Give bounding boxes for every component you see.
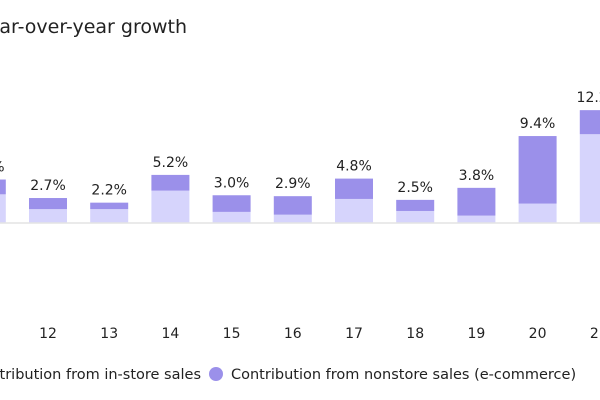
bar-segment-nonstore [29, 198, 67, 210]
bar-segment-nonstore [457, 187, 496, 216]
x-tick-label: 16 [284, 326, 302, 342]
legend: Contribution from in-store sales Contrib… [0, 367, 576, 383]
legend-label-in-store: Contribution from in-store sales [0, 367, 201, 383]
bar-segment-nonstore [518, 136, 557, 204]
data-label: 3.0% [214, 175, 250, 191]
x-tick-label: 20 [529, 326, 547, 342]
bar-segment-in-store [518, 203, 557, 223]
bar-segment-nonstore [335, 178, 373, 199]
bar-segment-nonstore [90, 202, 129, 210]
bar-segment-nonstore [151, 174, 190, 191]
data-label: 2.7% [30, 178, 66, 194]
bar-segment-in-store [335, 198, 373, 223]
bar-segment-in-store [457, 215, 496, 223]
data-label: 5.2% [153, 155, 189, 171]
x-tick-label: 18 [406, 326, 424, 342]
x-tick-label: 17 [345, 326, 363, 342]
bar-segment-in-store [29, 209, 67, 223]
data-label: 4.8% [336, 159, 372, 175]
x-tick-labels: 1112131415161718192021 [39, 326, 600, 342]
bars [0, 110, 600, 223]
bar-segment-in-store [396, 210, 435, 223]
x-tick-label: 14 [161, 326, 179, 342]
chart-title: Year-over-year growth [0, 16, 187, 38]
bar-segment-nonstore [396, 199, 435, 211]
legend-label-nonstore: Contribution from nonstore sales (e-comm… [231, 367, 576, 383]
bar-segment-in-store [273, 214, 312, 223]
x-tick-label: 12 [39, 326, 57, 342]
x-tick-label: 19 [467, 326, 485, 342]
data-labels: 4.7% 2.7% 2.2% 5.2% 3.0% 2.9% 4.8% 2.5% 3.8% 9.4%… [0, 90, 600, 198]
data-label: 2.5% [397, 180, 433, 196]
x-tick-label: 13 [100, 326, 118, 342]
x-tick-label: 15 [223, 326, 241, 342]
bar-segment-in-store [151, 190, 190, 223]
legend-swatch-nonstore [209, 367, 223, 381]
data-label: 3.8% [459, 168, 495, 184]
bar-segment-in-store [0, 194, 6, 223]
data-label: 4.7% [0, 160, 5, 176]
data-label: 2.9% [275, 176, 311, 192]
bar-segment-in-store [212, 211, 251, 223]
bar-segment-nonstore [273, 196, 312, 215]
bar-segment-nonstore [212, 195, 251, 212]
bar-segment-nonstore [579, 110, 600, 135]
data-label: 2.2% [91, 183, 127, 199]
x-tick-label: 21 [590, 326, 600, 342]
data-label: 9.4% [520, 116, 556, 132]
bar-segment-in-store [90, 209, 129, 223]
bar-segment-in-store [579, 134, 600, 223]
data-label: 12.2% [577, 90, 600, 106]
bar-segment-nonstore [0, 179, 6, 195]
